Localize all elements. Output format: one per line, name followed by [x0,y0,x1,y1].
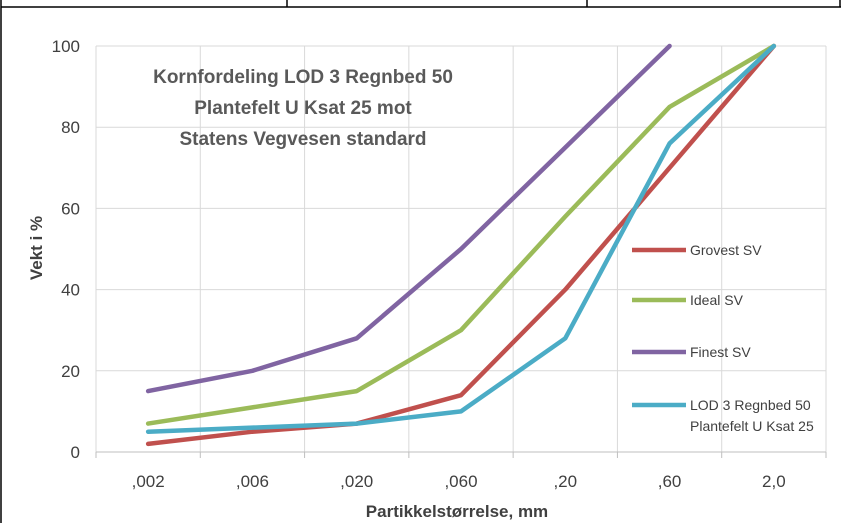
table-remnant [0,0,841,8]
x-tick-label: ,20 [553,472,577,491]
series-line-3 [145,43,672,394]
axes: 0 20 40 60 80 100 ,002 ,006 ,020 ,060 ,20 ,60 2,0 [52,37,827,491]
legend-entry-label: Plantefelt U Ksat 25 [690,418,814,434]
y-tick-label: 60 [61,199,80,218]
y-tick-label: 100 [52,37,80,56]
y-tick-label: 0 [71,443,80,462]
x-tick-label: ,060 [444,472,477,491]
legend-entry-label: LOD 3 Regnbed 50 [690,397,811,413]
x-axis-title: Partikkelstørrelse, mm [366,502,548,521]
chart-title-line-2: Plantefelt U Ksat 25 mot [194,98,412,119]
x-tick-label: ,020 [340,472,373,491]
x-tick-label: ,002 [132,472,165,491]
legend-entry-label: Grovest SV [690,242,762,258]
y-tick-label: 80 [61,118,80,137]
chart-title-line-1: Kornfordeling LOD 3 Regnbed 50 [153,67,453,88]
legend-entry-label: Ideal SV [690,292,744,308]
series-line-2 [145,43,777,426]
series [145,43,777,447]
legend-entry-label: Finest SV [690,344,751,360]
x-tick-label: ,006 [236,472,269,491]
series-line-4 [145,43,777,434]
x-tick-label: 2,0 [762,472,786,491]
chart-title-line-3: Statens Vegvesen standard [179,129,426,150]
chart-title: Kornfordeling LOD 3 Regnbed 50 Plantefel… [153,67,453,150]
x-tick-label: ,60 [658,472,682,491]
y-tick-label: 20 [61,362,80,381]
legend: Grovest SV Ideal SV Finest SV LOD 3 Regnbed… [632,242,814,434]
y-axis-title: Vekt i % [27,216,46,280]
y-tick-label: 40 [61,281,80,300]
series-line-1 [145,43,777,447]
